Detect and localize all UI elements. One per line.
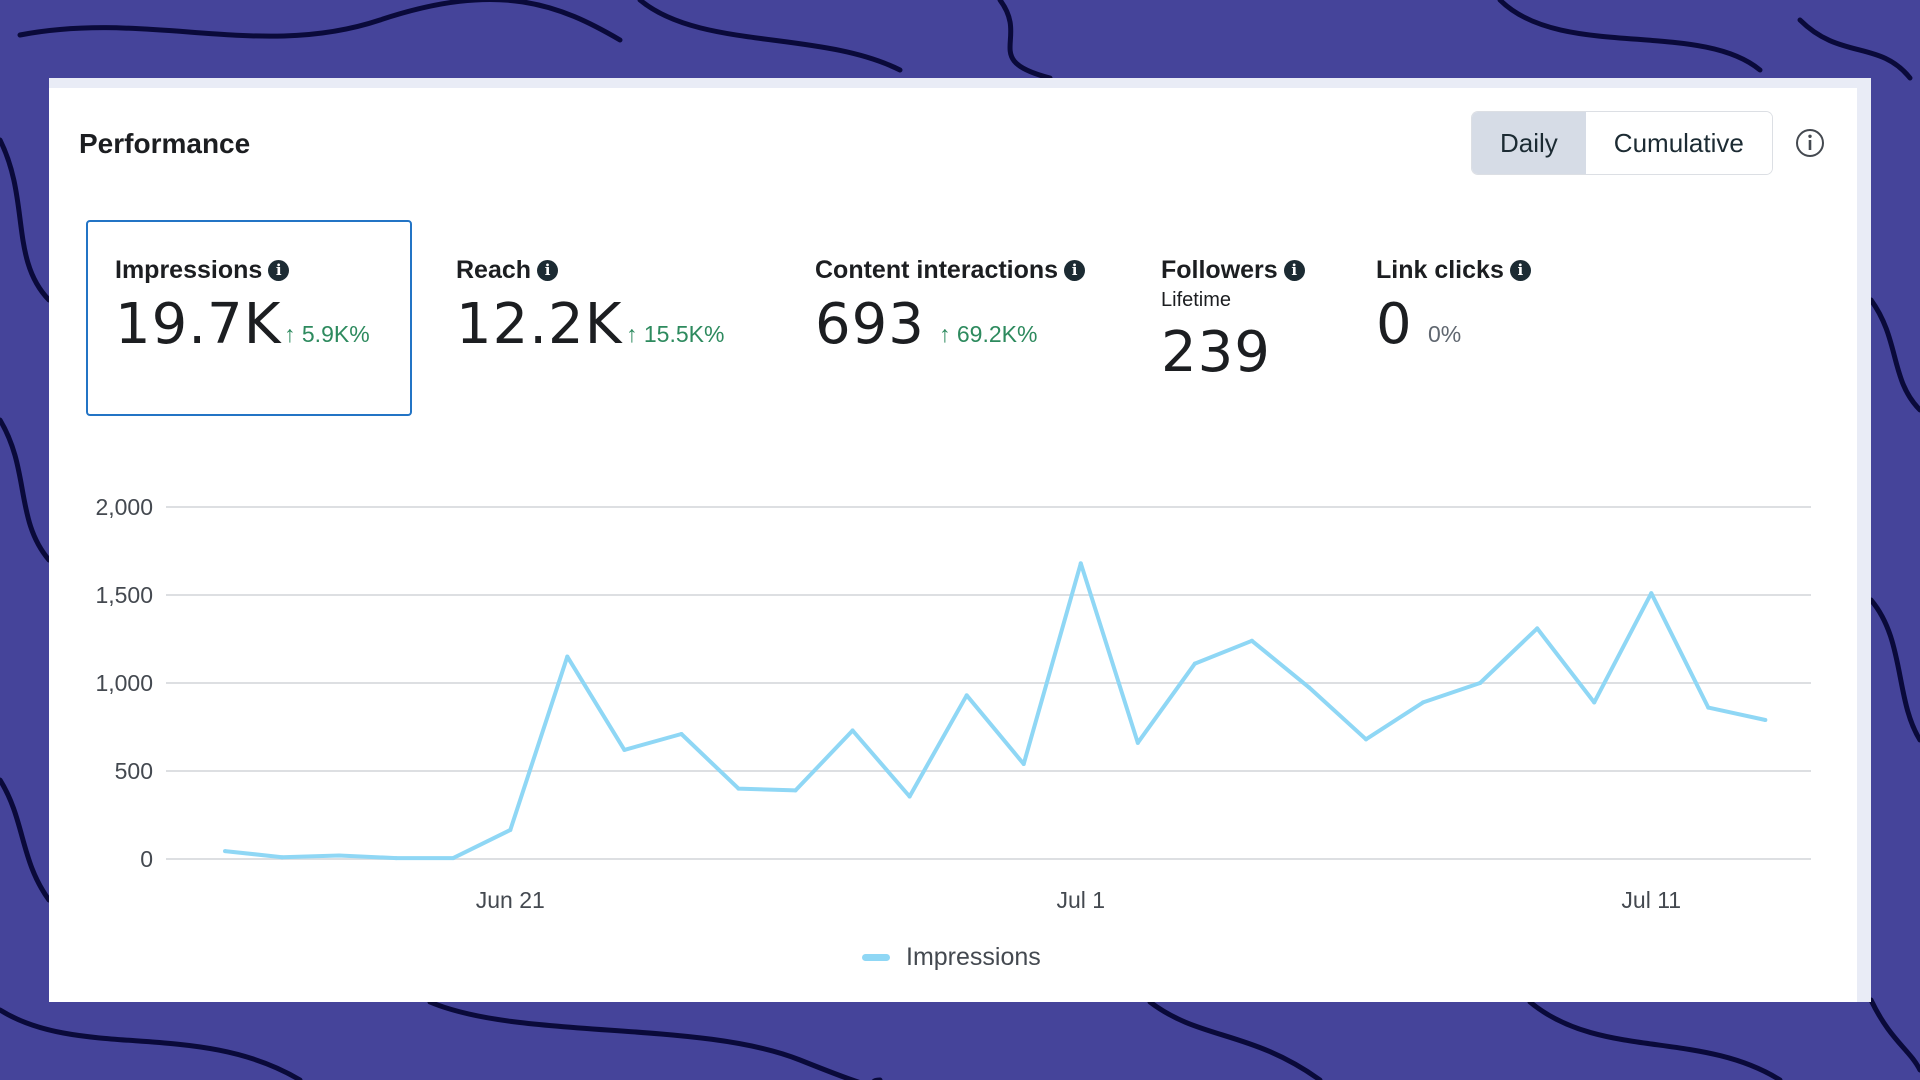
daily-toggle-button[interactable]: Daily — [1472, 112, 1586, 174]
impressions-series-line — [224, 561, 1766, 861]
data-point — [1078, 561, 1083, 566]
data-point — [1021, 761, 1026, 766]
data-point — [679, 732, 684, 737]
data-point — [1135, 740, 1140, 745]
metric-change: 0% — [1428, 321, 1462, 347]
data-point — [1478, 681, 1483, 685]
cumulative-toggle-button[interactable]: Cumulative — [1585, 112, 1772, 174]
x-tick-label: Jul 11 — [1621, 887, 1681, 913]
info-icon[interactable]: i — [1509, 260, 1531, 281]
metric-value: 239 — [1161, 320, 1271, 385]
data-point — [1249, 638, 1254, 643]
metric-value: 693 — [815, 292, 925, 357]
metric-change-value: 69.2K% — [956, 321, 1038, 347]
chart-gridlines — [166, 506, 1811, 860]
data-point — [508, 827, 513, 832]
data-point — [1192, 661, 1197, 666]
info-icon[interactable]: i — [1064, 260, 1086, 281]
info-icon[interactable]: i — [1283, 260, 1305, 281]
data-point — [793, 788, 798, 793]
arrow-up-icon: ↑ — [626, 321, 638, 347]
y-tick-label: 1,000 — [95, 670, 153, 696]
metric-change: ↑ 15.5K% — [626, 321, 724, 348]
y-tick-label: 500 — [115, 758, 153, 784]
metric-change: ↑ 5.9K% — [284, 321, 370, 348]
metric-change-value: 15.5K% — [643, 321, 725, 347]
data-point — [964, 693, 969, 698]
x-tick-label: Jul 1 — [1056, 887, 1105, 913]
data-point — [565, 654, 570, 659]
metric-label: Impressions — [115, 256, 263, 284]
legend-swatch — [862, 954, 890, 961]
data-point — [394, 856, 399, 861]
data-point — [1421, 700, 1426, 705]
data-point — [1592, 700, 1597, 705]
data-point — [1535, 626, 1540, 631]
performance-panel: Performance Daily Cumulative Impressions… — [49, 78, 1871, 1002]
metric-label-row: Followers i — [1161, 256, 1305, 285]
metric-value: 19.7K — [115, 292, 282, 357]
y-tick-label: 2,000 — [95, 494, 153, 520]
metric-value: 12.2K — [456, 292, 623, 357]
metric-label: Content interactions — [815, 256, 1059, 284]
info-icon[interactable]: i — [268, 260, 290, 281]
data-point — [1706, 705, 1711, 710]
x-tick-label: Jun 21 — [476, 887, 545, 913]
data-point — [850, 728, 855, 733]
y-tick-label: 0 — [140, 846, 153, 872]
metric-change-value: 5.9K% — [301, 321, 370, 347]
metric-label-row: Content interactions i — [815, 256, 1086, 285]
y-tick-label: 1,500 — [95, 582, 153, 608]
metric-change: ↑ 69.2K% — [939, 321, 1037, 348]
metric-label-row: Impressions i — [115, 256, 290, 285]
data-point — [337, 853, 342, 858]
data-point — [223, 849, 227, 854]
data-point — [1763, 717, 1768, 722]
metric-label-row: Link clicks i — [1376, 256, 1531, 285]
chart-series — [223, 561, 1768, 861]
data-point — [622, 747, 627, 752]
info-icon[interactable] — [1795, 128, 1825, 158]
data-point — [1306, 685, 1311, 690]
data-point — [1649, 591, 1654, 596]
data-point — [451, 856, 456, 861]
data-point — [736, 786, 741, 791]
info-icon[interactable]: i — [537, 260, 559, 281]
arrow-up-icon: ↑ — [939, 321, 951, 347]
data-point — [280, 855, 285, 860]
view-toggle[interactable]: Daily Cumulative — [1472, 112, 1772, 174]
x-axis-ticks: Jun 21 Jul 1 Jul 11 — [476, 887, 1681, 913]
metric-sublabel: Lifetime — [1161, 289, 1232, 311]
metric-card-impressions[interactable]: Impressions i 19.7K ↑ 5.9K% — [86, 220, 412, 416]
legend-label: Impressions — [906, 943, 1041, 971]
metric-label-row: Reach i — [456, 256, 559, 285]
chart-legend[interactable]: Impressions — [862, 943, 1041, 972]
metric-value: 0 — [1376, 292, 1413, 357]
metric-label: Link clicks — [1376, 256, 1504, 284]
data-point — [1364, 737, 1369, 742]
panel-title: Performance — [79, 128, 251, 159]
data-point — [907, 794, 912, 799]
metric-label: Followers — [1161, 256, 1278, 284]
metric-label: Reach — [456, 256, 532, 284]
y-axis-ticks: 0 500 1,000 1,500 2,000 — [95, 494, 153, 872]
arrow-up-icon: ↑ — [284, 321, 296, 347]
